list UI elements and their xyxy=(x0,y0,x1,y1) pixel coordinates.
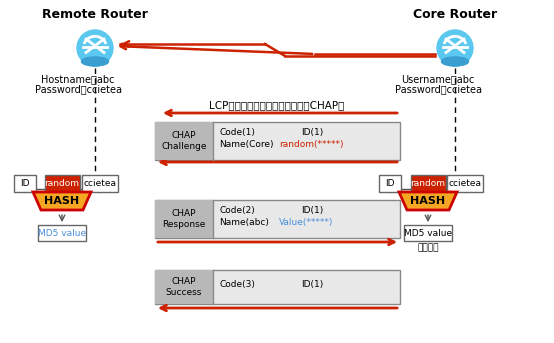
Text: Code(1): Code(1) xyxy=(219,128,255,137)
Text: random: random xyxy=(411,179,445,188)
Text: ID(1): ID(1) xyxy=(301,128,323,137)
Bar xyxy=(155,270,213,304)
Text: Code(3): Code(3) xyxy=(219,280,255,289)
Text: random: random xyxy=(44,179,80,188)
Text: HASH: HASH xyxy=(44,196,80,206)
Bar xyxy=(411,175,445,192)
Text: CHAP
Response: CHAP Response xyxy=(162,209,206,229)
Bar xyxy=(379,175,401,192)
Text: MD5 value: MD5 value xyxy=(38,228,86,237)
Bar xyxy=(155,200,213,238)
Text: Remote Router: Remote Router xyxy=(42,8,148,21)
Text: ID(1): ID(1) xyxy=(301,206,323,215)
Ellipse shape xyxy=(442,57,469,66)
Text: ccietea: ccietea xyxy=(84,179,116,188)
Text: ccietea: ccietea xyxy=(449,179,481,188)
Text: CHAP
Success: CHAP Success xyxy=(166,277,202,297)
Text: Password：ccietea: Password：ccietea xyxy=(394,84,481,94)
Text: ID(1): ID(1) xyxy=(301,280,323,289)
Bar xyxy=(155,200,400,238)
Text: Core Router: Core Router xyxy=(413,8,497,21)
Circle shape xyxy=(77,30,113,66)
Bar xyxy=(155,122,213,160)
Text: Hostname：abc: Hostname：abc xyxy=(41,74,115,84)
Text: Password：ccietea: Password：ccietea xyxy=(34,84,121,94)
Text: LCP（链路建立，确定验证方式为CHAP）: LCP（链路建立，确定验证方式为CHAP） xyxy=(209,100,345,110)
Text: MD5 value: MD5 value xyxy=(404,228,452,237)
Text: random(*****): random(*****) xyxy=(279,140,343,149)
Bar xyxy=(44,175,80,192)
Text: CHAP
Challenge: CHAP Challenge xyxy=(161,131,207,151)
Bar xyxy=(155,122,400,160)
Polygon shape xyxy=(33,192,91,210)
Text: Name(abc): Name(abc) xyxy=(219,218,269,227)
Bar xyxy=(404,225,452,241)
Text: HASH: HASH xyxy=(411,196,445,206)
Circle shape xyxy=(437,30,473,66)
Polygon shape xyxy=(399,192,457,210)
Bar xyxy=(38,225,86,241)
Bar xyxy=(14,175,36,192)
Text: Code(2): Code(2) xyxy=(219,206,255,215)
Text: ID: ID xyxy=(20,179,30,188)
Bar xyxy=(82,175,118,192)
Text: Name(Core): Name(Core) xyxy=(219,140,274,149)
Text: ID: ID xyxy=(385,179,395,188)
Bar xyxy=(447,175,483,192)
Text: 进行比对: 进行比对 xyxy=(417,243,439,252)
Text: Username：abc: Username：abc xyxy=(401,74,475,84)
Ellipse shape xyxy=(81,57,109,66)
Bar xyxy=(155,270,400,304)
Text: Value(*****): Value(*****) xyxy=(279,218,334,227)
